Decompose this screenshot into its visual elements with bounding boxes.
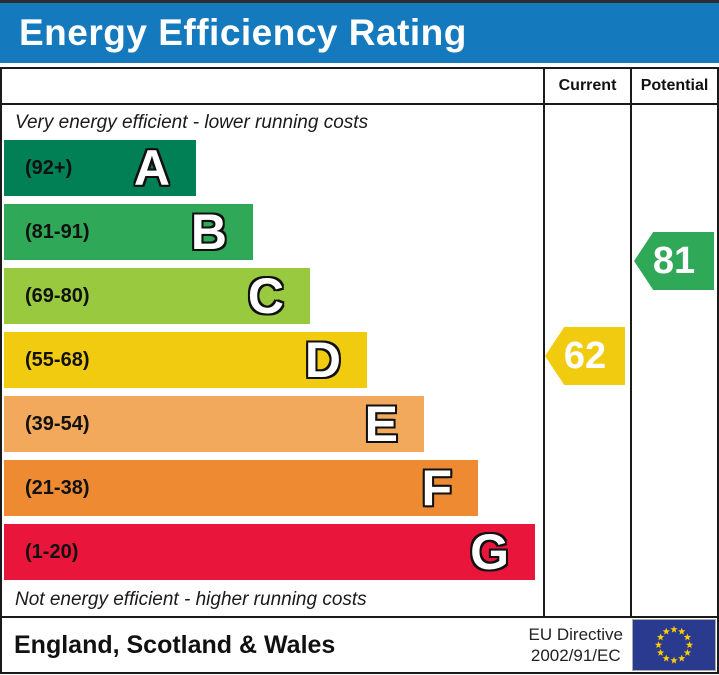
band-e: (39-54) E	[4, 396, 424, 452]
band-f-letter: F	[421, 460, 452, 516]
page-title: Energy Efficiency Rating	[19, 12, 467, 53]
rating-table: Current Potential Very energy efficient …	[0, 67, 719, 618]
band-b-letter: B	[190, 204, 227, 260]
potential-rating-value: 81	[652, 239, 696, 282]
footer: England, Scotland & Wales EU Directive 2…	[0, 616, 719, 674]
band-f-range: (21-38)	[25, 476, 90, 499]
band-a-letter: A	[133, 140, 170, 196]
eu-directive-label: EU Directive 2002/91/EC	[529, 624, 623, 667]
band-g-letter: G	[470, 524, 509, 580]
band-d: (55-68) D	[4, 332, 367, 388]
potential-rating-marker: 81	[634, 232, 714, 290]
current-column-divider	[543, 69, 545, 616]
band-e-range: (39-54)	[25, 412, 90, 435]
chart-body: Very energy efficient - lower running co…	[2, 105, 717, 616]
band-c-letter: C	[247, 268, 284, 324]
band-c-range: (69-80)	[25, 284, 90, 307]
column-header-potential: Potential	[640, 77, 709, 94]
footer-right: EU Directive 2002/91/EC	[529, 619, 716, 671]
top-note: Very energy efficient - lower running co…	[15, 112, 369, 133]
current-rating-value: 62	[563, 334, 607, 377]
band-c: (69-80) C	[4, 268, 310, 324]
band-d-letter: D	[304, 332, 341, 388]
title-bar: Energy Efficiency Rating	[0, 0, 719, 63]
current-rating-marker: 62	[545, 327, 625, 385]
eu-directive-line2: 2002/91/EC	[530, 646, 621, 665]
band-f: (21-38) F	[4, 460, 478, 516]
eu-flag-icon	[632, 619, 716, 671]
band-g-range: (1-20)	[25, 540, 79, 563]
band-g: (1-20) G	[4, 524, 535, 580]
potential-column-divider	[630, 69, 632, 616]
eu-directive-line1: EU Directive	[528, 624, 623, 644]
band-a: (92+) A	[4, 140, 196, 196]
band-b: (81-91) B	[4, 204, 253, 260]
band-e-letter: E	[364, 396, 398, 452]
column-header-current: Current	[558, 77, 617, 94]
band-b-range: (81-91)	[25, 220, 90, 243]
band-d-range: (55-68)	[25, 348, 90, 371]
region-label: England, Scotland & Wales	[14, 630, 336, 659]
bottom-note: Not energy efficient - higher running co…	[15, 589, 367, 610]
table-header-row: Current Potential	[2, 69, 717, 105]
band-a-range: (92+)	[25, 156, 73, 179]
